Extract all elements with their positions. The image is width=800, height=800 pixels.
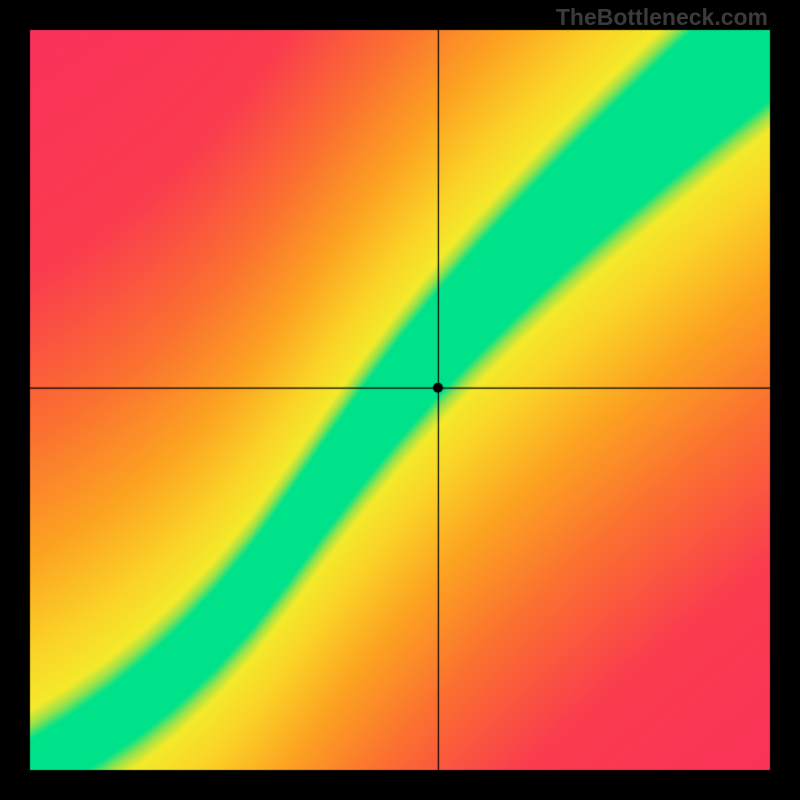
watermark-text: TheBottleneck.com [556,4,768,31]
bottleneck-heatmap [0,0,800,800]
chart-container: TheBottleneck.com [0,0,800,800]
